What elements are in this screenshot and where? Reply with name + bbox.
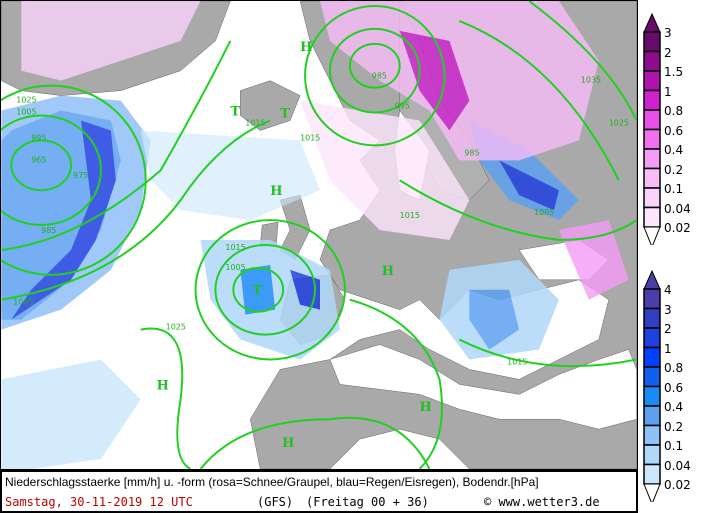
legend-swatch xyxy=(643,31,661,53)
legend-swatch xyxy=(643,109,661,131)
legend-label: 1.5 xyxy=(664,65,684,79)
legend-label: 0.6 xyxy=(664,123,684,138)
isobar-label: 1035 xyxy=(581,76,601,85)
precipitation-map: H H H H H H T T T 1025 1005 1015 995 985… xyxy=(0,0,638,470)
legend-label: 3 xyxy=(664,302,672,317)
isobar-label: 965 xyxy=(31,155,46,164)
isobar-label: 1025 xyxy=(16,96,36,105)
legend-label: 0.2 xyxy=(664,162,684,177)
precip-rain xyxy=(1,95,579,469)
isobar-label: 995 xyxy=(31,133,46,142)
legend-colorbar xyxy=(643,270,661,502)
legend-swatch xyxy=(643,346,661,368)
legend-swatch xyxy=(643,385,661,407)
legend-swatch xyxy=(643,270,661,290)
isobar-label: 1005 xyxy=(534,208,554,217)
high-pressure-label: H xyxy=(270,184,282,199)
high-pressure-label: H xyxy=(300,40,312,55)
precip-snow xyxy=(21,1,629,300)
legend-swatch xyxy=(643,444,661,466)
model-run: (Freitag 00 + 36) xyxy=(306,495,429,509)
snow-legend: 3 2 1.5 1 0.8 0.6 0.4 0.2 0.1 0.04 0.02 xyxy=(643,13,703,245)
legend-swatch xyxy=(643,89,661,111)
low-pressure-label: T xyxy=(230,105,240,120)
high-pressure-label: H xyxy=(157,378,169,393)
legend-swatch xyxy=(643,424,661,446)
legend-swatch xyxy=(643,483,661,502)
pressure-centers: H H H H H H T T T xyxy=(157,40,432,451)
legend-label: 0.4 xyxy=(664,143,684,157)
legend-swatch xyxy=(643,50,661,72)
legend-label: 1 xyxy=(664,341,672,356)
legend-label: 4 xyxy=(664,283,672,297)
legend-swatch xyxy=(643,366,661,388)
legend-label: 0.04 xyxy=(664,201,691,216)
copyright: © www.wetter3.de xyxy=(484,495,600,509)
legend-swatch xyxy=(643,167,661,189)
isobar-label: 995 xyxy=(395,102,410,111)
isobar-label: 1015 xyxy=(300,133,320,142)
legend-label: 0.6 xyxy=(664,380,684,395)
legend-swatch xyxy=(643,226,661,245)
isobar-label: 1025 xyxy=(166,323,186,332)
isobar-label: 1015 xyxy=(507,357,527,366)
legend-label: 0.1 xyxy=(664,439,684,453)
legend-swatch xyxy=(643,405,661,427)
legend-label: 0.02 xyxy=(664,478,691,492)
legend-swatch xyxy=(643,307,661,329)
isobar-label: 985 xyxy=(41,226,56,235)
legend-swatch xyxy=(643,463,661,485)
legend-label: 0.02 xyxy=(664,221,691,235)
legend-label: 0.4 xyxy=(664,400,684,414)
isobar-label: 1005 xyxy=(16,108,36,117)
legend-swatch xyxy=(643,187,661,209)
low-pressure-label: T xyxy=(280,107,290,122)
rain-legend: 4 3 2 1 0.8 0.6 0.4 0.2 0.1 0.04 0.02 xyxy=(643,270,703,502)
legend-label: 0.04 xyxy=(664,458,691,473)
isobar-label: 1025 xyxy=(609,118,629,127)
legend-label: 3 xyxy=(664,26,672,40)
high-pressure-label: H xyxy=(282,436,294,451)
isobar-label: 1015 xyxy=(400,211,420,220)
legend-label: 0.8 xyxy=(664,361,684,375)
legend-label: 0.1 xyxy=(664,182,684,196)
legend-swatch xyxy=(643,288,661,310)
caption-description: Niederschlagsstaerke [mm/h] u. -form (ro… xyxy=(5,475,539,489)
isobar-label: 1005 xyxy=(225,263,245,272)
high-pressure-label: H xyxy=(420,400,432,415)
isobar-labels: 1025 1005 1015 995 985 975 965 1005 1035… xyxy=(13,72,629,367)
isobar-label: 985 xyxy=(372,72,387,81)
legend-colorbar xyxy=(643,13,661,245)
isobar-label: 1015 xyxy=(245,118,265,127)
legend-label: 0.2 xyxy=(664,419,684,434)
high-pressure-label: H xyxy=(382,264,394,279)
isobar-label: 1005 xyxy=(13,298,33,307)
legend-swatch xyxy=(643,206,661,228)
low-pressure-label: T xyxy=(252,284,262,299)
isobar-label: 975 xyxy=(73,171,88,180)
legend-label: 0.8 xyxy=(664,104,684,118)
caption-footer: Niederschlagsstaerke [mm/h] u. -form (ro… xyxy=(0,470,638,513)
legend-swatch xyxy=(643,70,661,92)
legend-swatch xyxy=(643,327,661,349)
isobar-label: 985 xyxy=(464,148,479,157)
legend-swatch xyxy=(643,13,661,33)
legend-label: 2 xyxy=(664,45,672,60)
legend-label: 1 xyxy=(664,84,672,99)
isobars xyxy=(1,1,637,469)
model-name: (GFS) xyxy=(257,495,294,509)
legend-label: 2 xyxy=(664,322,672,336)
valid-date: Samstag, 30-11-2019 12 UTC xyxy=(5,495,193,509)
isobar-label: 1015 xyxy=(225,243,245,252)
legend-swatch xyxy=(643,148,661,170)
legend-swatch xyxy=(643,128,661,150)
